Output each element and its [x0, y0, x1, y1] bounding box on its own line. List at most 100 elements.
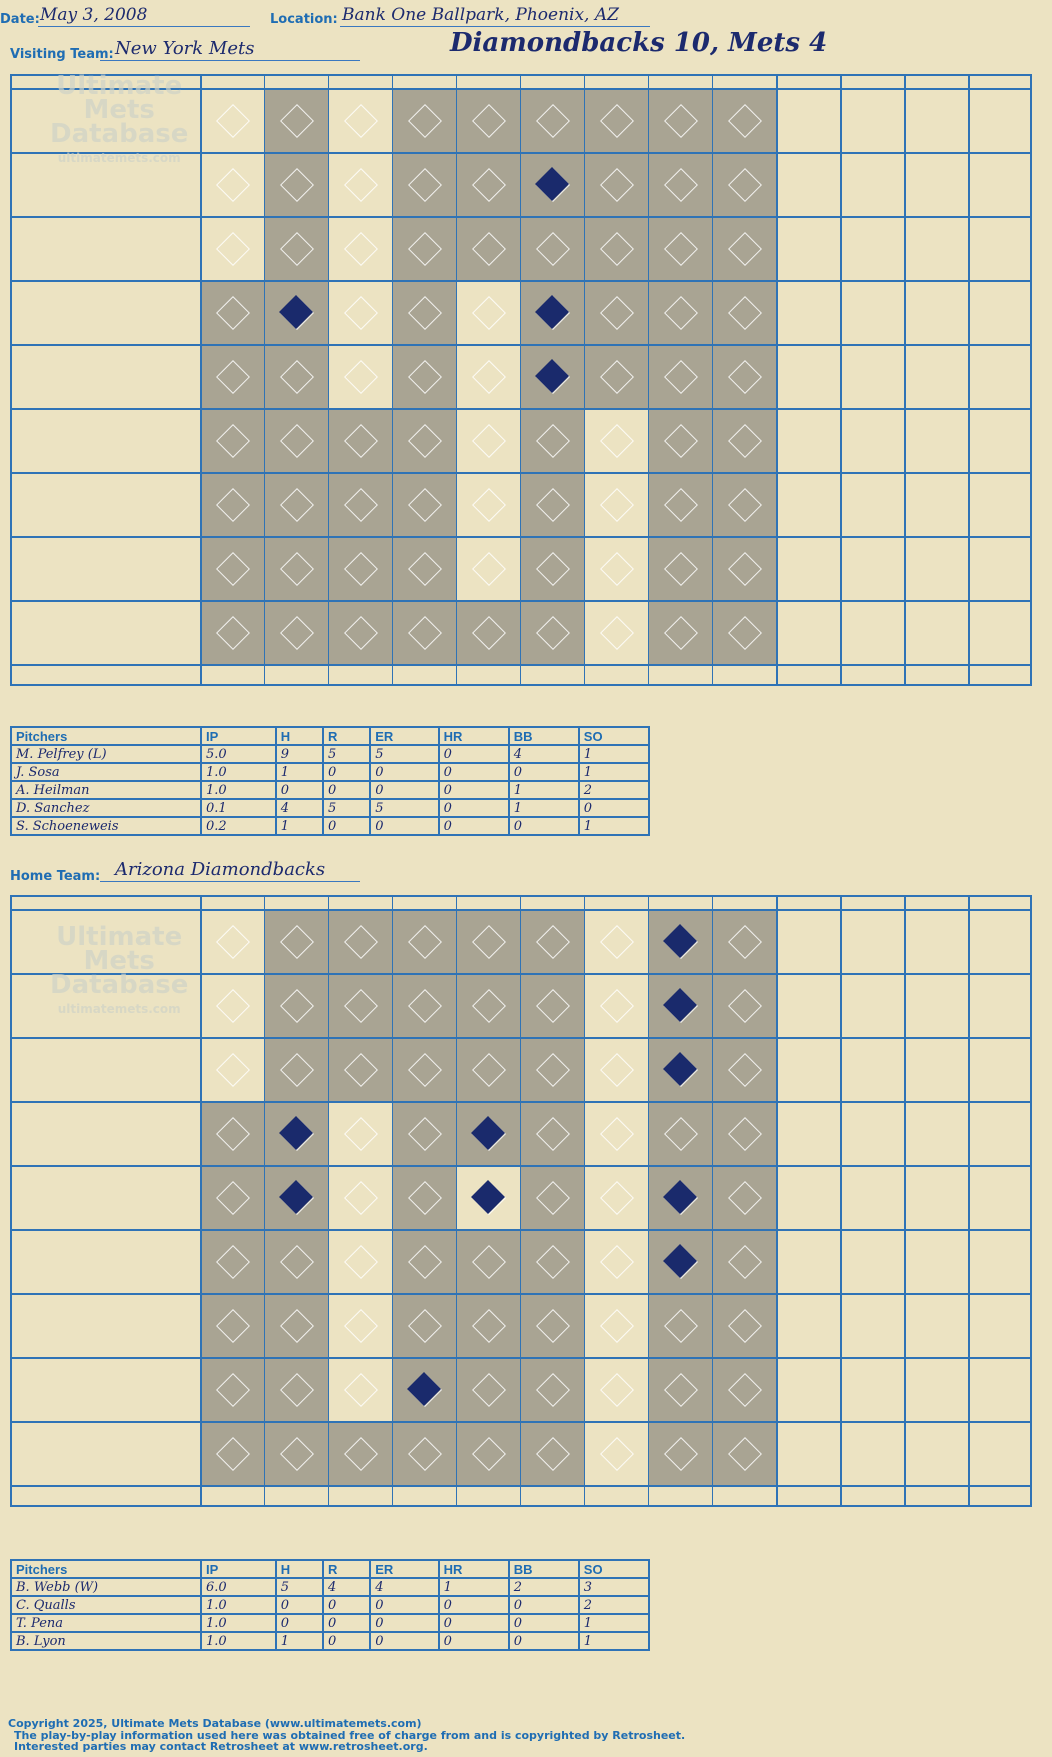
watermark-text: Ultimate — [56, 922, 183, 952]
grid-line — [840, 895, 842, 1507]
pitchers-header-cell: SO — [577, 726, 651, 746]
pitcher-cell: 0 — [507, 1613, 580, 1633]
pitcher-row: C. Qualls 1.0 0 0 0 0 0 2 — [10, 1595, 651, 1615]
grid-line — [392, 74, 393, 686]
inning-shade — [712, 472, 776, 536]
grid-line — [10, 472, 1032, 474]
base-diamond — [600, 616, 634, 650]
pitcher-cell: B. Lyon — [10, 1631, 202, 1651]
pitcher-cell: 4 — [507, 744, 580, 764]
grid-line — [10, 74, 12, 686]
pitcher-cell: 1 — [274, 816, 324, 836]
grid-line — [10, 895, 12, 1507]
pitchers-header-cell: Pitchers — [10, 1559, 202, 1579]
inning-shade — [200, 600, 264, 664]
grid-line — [10, 536, 1032, 538]
location-label: Location: — [270, 12, 338, 27]
grid-line — [456, 74, 457, 686]
pitcher-row: M. Pelfrey (L) 5.0 9 5 5 0 4 1 — [10, 744, 651, 764]
pitcher-cell: 0 — [437, 798, 510, 818]
home-team-label: Home Team: — [10, 869, 101, 884]
game-location: Bank One Ballpark, Phoenix, AZ — [342, 5, 619, 25]
pitcher-row: A. Heilman 1.0 0 0 0 0 1 2 — [10, 780, 651, 800]
watermark-text: Database — [50, 970, 189, 1000]
grid-line — [328, 895, 329, 1507]
grid-line — [10, 88, 1032, 90]
base-diamond — [344, 104, 378, 138]
inning-shade — [264, 88, 328, 664]
inning-shade — [456, 1229, 520, 1293]
home-pitchers-table: Pitchers IP H R ER HR BB SO B. Webb (W) 6.0 5 4 4 1 2 3… — [10, 1559, 651, 1651]
pitcher-row: J. Sosa 1.0 1 0 0 0 0 1 — [10, 762, 651, 782]
base-diamond — [600, 1309, 634, 1343]
pitcher-cell: 0 — [507, 1631, 580, 1651]
pitcher-cell: 0 — [369, 1631, 440, 1651]
inning-shade — [392, 88, 456, 664]
inning-shade — [328, 1037, 392, 1101]
grid-line — [648, 895, 649, 1507]
pitcher-cell: 2 — [577, 1595, 651, 1615]
date-label: Date: — [0, 12, 40, 27]
inning-shade — [200, 408, 264, 472]
pitcher-cell: 0.1 — [200, 798, 277, 818]
pitcher-cell: 1 — [507, 798, 580, 818]
pitcher-cell: 0 — [274, 780, 324, 800]
base-diamond — [600, 1373, 634, 1407]
pitcher-row: S. Schoeneweis 0.2 1 0 0 0 0 1 — [10, 816, 651, 836]
inning-shade — [712, 1037, 776, 1101]
pitcher-cell: 1 — [437, 1577, 510, 1597]
grid-line — [392, 895, 393, 1507]
grid-line — [264, 74, 265, 686]
inning-shade — [200, 344, 264, 408]
grid-line — [10, 1165, 1032, 1167]
visiting-team-label: Visiting Team: — [10, 47, 114, 62]
grid-line — [200, 74, 202, 686]
pitcher-cell: 0 — [507, 762, 580, 782]
pitcher-cell: S. Schoeneweis — [10, 816, 202, 836]
base-diamond — [472, 360, 506, 394]
pitcher-cell: 5 — [321, 798, 372, 818]
inning-shade — [200, 1293, 264, 1357]
grid-line — [10, 344, 1032, 346]
pitcher-cell: 0 — [507, 1595, 580, 1615]
inning-shade — [584, 344, 648, 408]
grid-line — [648, 74, 649, 686]
grid-line — [712, 74, 713, 686]
grid-line — [10, 408, 1032, 410]
inning-shade — [712, 344, 776, 408]
inning-shade — [712, 600, 776, 664]
pitchers-header-row: Pitchers IP H R ER HR BB SO — [10, 726, 651, 746]
pitcher-cell: D. Sanchez — [10, 798, 202, 818]
grid-line — [10, 74, 1032, 76]
inning-shade — [712, 1101, 776, 1165]
visiting-team-name: New York Mets — [115, 38, 255, 59]
pitcher-cell: 1.0 — [200, 1595, 277, 1615]
pitchers-header-cell: IP — [200, 1559, 277, 1579]
pitchers-header-cell: IP — [200, 726, 277, 746]
grid-line — [10, 1101, 1032, 1103]
base-diamond — [600, 488, 634, 522]
visitor-scorecard — [10, 74, 1032, 686]
inning-shade — [456, 973, 520, 1037]
pitcher-cell: 5 — [369, 744, 440, 764]
inning-shade — [520, 909, 584, 1485]
base-diamond — [344, 1181, 378, 1215]
grid-line — [584, 74, 585, 686]
pitcher-cell: 1 — [577, 1613, 651, 1633]
home-scorecard — [10, 895, 1032, 1507]
inning-shade — [200, 1101, 264, 1165]
grid-line — [10, 1293, 1032, 1295]
pitcher-cell: 0 — [507, 816, 580, 836]
game-title: Diamondbacks 10, Mets 4 — [450, 28, 828, 58]
pitchers-header-cell: ER — [369, 726, 440, 746]
base-diamond — [600, 1437, 634, 1471]
inning-shade — [712, 216, 776, 280]
base-diamond — [600, 1245, 634, 1279]
inning-shade — [712, 536, 776, 600]
inning-shade — [200, 1165, 264, 1229]
pitcher-cell: 4 — [321, 1577, 372, 1597]
pitchers-header-cell: BB — [507, 726, 580, 746]
grid-line — [712, 895, 713, 1507]
grid-line — [10, 909, 1032, 911]
pitchers-header-cell: H — [274, 726, 324, 746]
